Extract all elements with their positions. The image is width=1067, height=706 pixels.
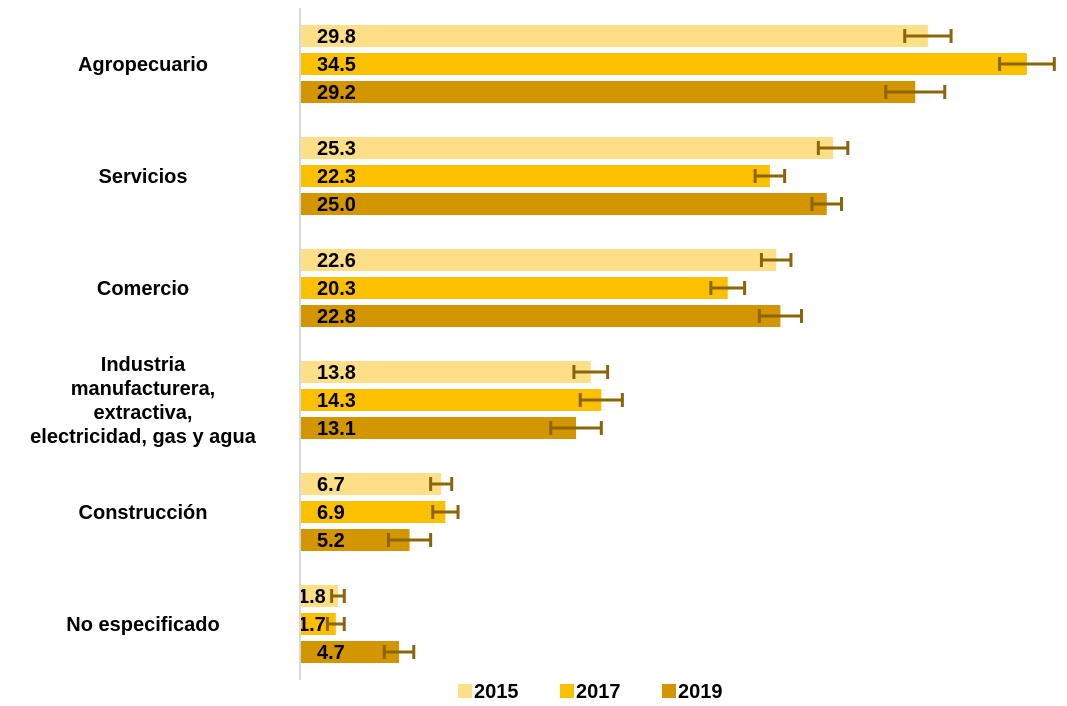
error-bar-2019-5	[382, 645, 416, 659]
legend-item-2015: 2015	[458, 681, 519, 703]
error-bars-layer	[325, 29, 1056, 659]
error-bar-2017-4	[431, 505, 460, 519]
bar-2015-4	[300, 473, 442, 495]
value-label-2019-3: 13.1	[317, 418, 356, 440]
category-label-2: Comercio	[97, 278, 189, 300]
bar-2019-4	[300, 529, 410, 551]
bar-2015-2	[300, 249, 777, 271]
value-label-2015-0: 29.8	[317, 26, 356, 48]
error-bar-2015-1	[816, 141, 850, 155]
error-bar-2017-3	[578, 393, 624, 407]
value-labels-layer: 29.8 34.5 29.2 25.3 22.3 25.0 22.6 20.3 22.8 13.8…	[298, 26, 356, 664]
legend-label-2019: 2019	[678, 681, 723, 703]
category-label-4: Construcción	[79, 502, 208, 524]
category-labels-layer: Agropecuario Servicios Comercio Industria ma…	[30, 54, 257, 636]
value-label-2017-2: 20.3	[317, 278, 356, 300]
bar-2019-2	[300, 305, 781, 327]
error-bar-2019-4	[386, 533, 433, 547]
value-label-2019-2: 22.8	[317, 306, 356, 328]
legend-swatch-2017	[560, 684, 574, 698]
error-bar-2019-0	[884, 85, 947, 99]
legend-label-2017: 2017	[576, 681, 621, 703]
legend: 2015 2017 2019	[458, 681, 723, 703]
value-label-2017-3: 14.3	[317, 390, 356, 412]
legend-swatch-2015	[458, 684, 472, 698]
value-label-2017-4: 6.9	[317, 502, 345, 524]
bar-2015-1	[300, 137, 834, 159]
bar-2019-0	[300, 81, 916, 103]
error-bar-2017-0	[998, 57, 1056, 71]
error-bar-2015-2	[759, 253, 793, 267]
error-bar-2017-5	[325, 617, 346, 631]
category-label-1: Servicios	[99, 166, 188, 188]
bar-2015-3	[300, 361, 591, 383]
bar-2019-1	[300, 193, 827, 215]
value-label-2015-2: 22.6	[317, 250, 356, 272]
bar-2017-3	[300, 389, 602, 411]
legend-swatch-2019	[662, 684, 676, 698]
error-bar-2019-1	[810, 197, 844, 211]
value-label-2017-1: 22.3	[317, 166, 356, 188]
legend-label-2015: 2015	[474, 681, 519, 703]
bar-2017-0	[300, 53, 1027, 75]
error-bar-2015-0	[903, 29, 953, 43]
bar-2015-5	[300, 585, 338, 607]
bar-2017-2	[300, 277, 728, 299]
error-bar-2017-1	[753, 169, 787, 183]
value-label-2017-5: 1.7	[298, 614, 326, 636]
category-label-5: No especificado	[66, 614, 219, 636]
legend-item-2019: 2019	[662, 681, 723, 703]
category-label-3: Industria manufacturera, extractiva, electr…	[30, 354, 257, 448]
error-bar-2019-2	[757, 309, 803, 323]
value-label-2015-4: 6.7	[317, 474, 345, 496]
value-label-2019-4: 5.2	[317, 530, 345, 552]
bars-layer	[300, 25, 1027, 663]
value-label-2019-1: 25.0	[317, 194, 356, 216]
category-label-0: Agropecuario	[78, 54, 208, 76]
value-label-2015-5: 1.8	[298, 586, 326, 608]
error-bar-2017-2	[709, 281, 747, 295]
value-label-2015-1: 25.3	[317, 138, 356, 160]
error-bar-2019-3	[549, 421, 603, 435]
value-label-2019-5: 4.7	[317, 642, 345, 664]
bar-2015-0	[300, 25, 928, 47]
bar-2017-4	[300, 501, 446, 523]
value-label-2017-0: 34.5	[317, 54, 356, 76]
legend-item-2017: 2017	[560, 681, 621, 703]
error-bar-2015-3	[572, 365, 610, 379]
value-label-2019-0: 29.2	[317, 82, 356, 104]
error-bar-2015-5	[330, 589, 346, 603]
bar-2019-5	[300, 641, 400, 663]
bar-2017-1	[300, 165, 770, 187]
error-bar-2015-4	[429, 477, 454, 491]
bar-2019-3	[300, 417, 577, 439]
value-label-2015-3: 13.8	[317, 362, 356, 384]
